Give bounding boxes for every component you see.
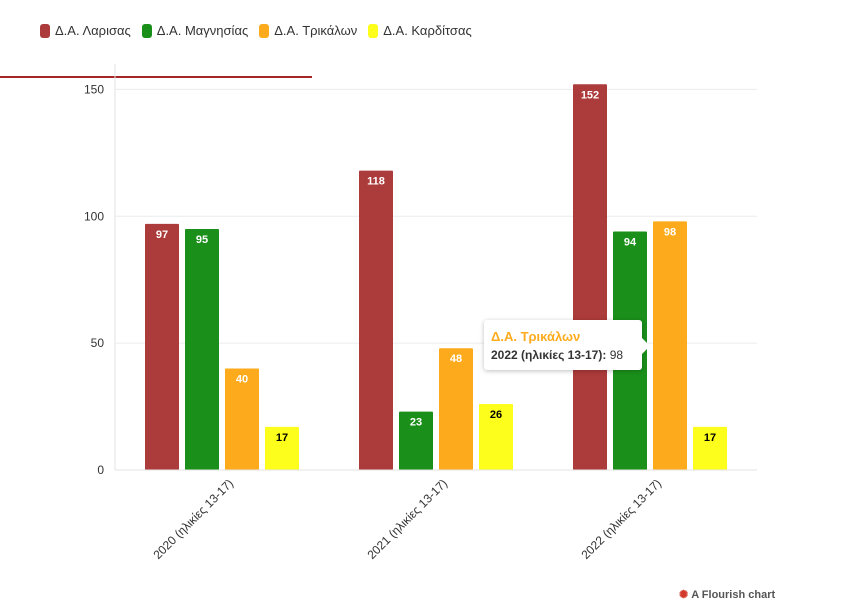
tooltip-line: 2022 (ηλικίες 13-17): 98 (491, 348, 623, 362)
tooltip-value: 98 (609, 348, 624, 362)
bar-value-label: 40 (236, 374, 248, 386)
x-tick-label: 2020 (ηλικίες 13-17) (150, 476, 236, 562)
bar (693, 426, 727, 470)
bar-value-label: 17 (704, 432, 716, 444)
tooltip-separator: : (602, 348, 607, 362)
y-tick-label: 0 (97, 463, 104, 477)
legend-item[interactable]: Δ.Α. Τρικάλων (259, 23, 357, 38)
y-tick-label: 50 (91, 336, 105, 350)
bar-value-label: 98 (664, 226, 676, 238)
tooltip: Δ.Α. Τρικάλων 2022 (ηλικίες 13-17): 98 (484, 320, 650, 370)
bar (399, 411, 433, 470)
legend-label: Δ.Α. Καρδίτσας (383, 23, 472, 38)
x-tick-label: 2022 (ηλικίες 13-17) (578, 476, 664, 562)
bar (439, 348, 473, 470)
bar-value-label: 118 (367, 176, 385, 188)
legend-item[interactable]: Δ.Α. Λαρισας (40, 23, 131, 38)
tooltip-arrow (642, 338, 650, 354)
bar (479, 404, 513, 470)
bar (265, 426, 299, 470)
bar (573, 84, 607, 471)
bar-value-label: 152 (581, 89, 599, 101)
bar (185, 228, 219, 470)
legend-swatch (40, 23, 50, 38)
legend-label: Δ.Α. Λαρισας (55, 23, 131, 38)
credit-text[interactable]: A Flourish chart (691, 588, 776, 601)
tooltip-title: Δ.Α. Τρικάλων (491, 329, 581, 344)
bar-value-label: 95 (196, 234, 208, 246)
flourish-logo-icon: ✺ (679, 589, 689, 601)
x-tick-label: 2021 (ηλικίες 13-17) (364, 476, 450, 562)
legend-item[interactable]: Δ.Α. Μαγνησίας (141, 23, 249, 38)
header-accent-line (0, 76, 312, 78)
legend-label: Δ.Α. Μαγνησίας (156, 23, 249, 38)
legend-swatch (141, 23, 152, 38)
bar (225, 368, 259, 470)
bar (653, 221, 687, 470)
bar-value-label: 97 (156, 229, 168, 241)
bar (145, 223, 179, 470)
bar (359, 170, 393, 470)
y-tick-label: 150 (84, 82, 104, 96)
bar-value-label: 17 (276, 432, 288, 444)
bar-value-label: 48 (450, 353, 462, 365)
bar-value-label: 23 (410, 417, 422, 429)
legend: Δ.Α. Λαρισας Δ.Α. Μαγνησίας Δ.Α. Τρικάλων Δ… (40, 23, 483, 38)
bar-value-label: 94 (624, 236, 637, 248)
legend-swatch (259, 23, 270, 38)
flourish-credit[interactable]: ✺ A Flourish chart (679, 588, 776, 602)
bar-value-label: 26 (490, 409, 502, 421)
tooltip-category: 2022 (ηλικίες 13-17) (491, 348, 603, 362)
legend-swatch (368, 23, 379, 38)
legend-item[interactable]: Δ.Α. Καρδίτσας (368, 23, 472, 38)
y-tick-label: 100 (84, 209, 104, 223)
legend-label: Δ.Α. Τρικάλων (274, 23, 358, 38)
